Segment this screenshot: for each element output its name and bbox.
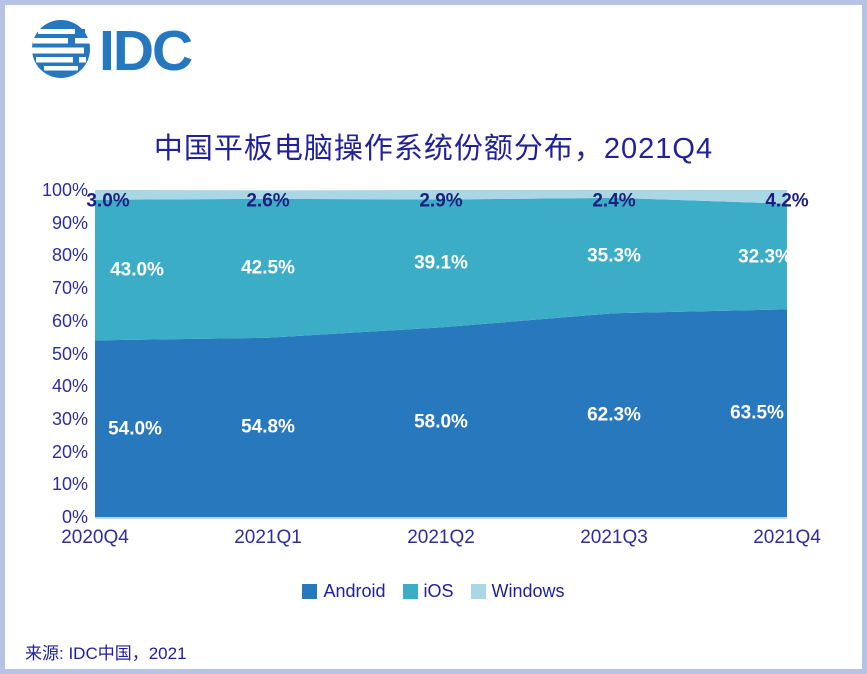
y-tick-30%: 30% [51, 408, 88, 429]
y-tick-80%: 80% [51, 245, 88, 266]
value-label-android-2021Q2: 58.0% [414, 411, 468, 433]
plot-area: 54.0% 54.8% 58.0% 62.3% 63.5% 43.0% 42.5% 39.1%… [86, 190, 809, 519]
stacked-area-svg [95, 190, 787, 517]
x-tick-2021Q3: 2021Q3 [580, 527, 648, 548]
value-label-android-2020Q4: 54.0% [108, 418, 162, 440]
y-tick-100%: 100% [41, 180, 88, 200]
value-label-windows-2021Q1: 2.6% [246, 190, 290, 212]
legend-swatch-android [302, 584, 318, 599]
value-label-ios-2020Q4: 43.0% [110, 259, 164, 281]
y-tick-20%: 20% [51, 441, 88, 462]
legend-item-windows: Windows [470, 581, 565, 602]
legend-swatch-windows [470, 584, 486, 599]
area-windows [95, 190, 787, 204]
value-label-windows-2020Q4: 3.0% [86, 190, 130, 212]
stacked-area-chart: 100% 90% 80% 70% 60% 50% 40% 30% 20% 10% 0% 54.0% 5… [5, 180, 862, 570]
value-label-android-2021Q3: 62.3% [587, 404, 641, 426]
y-tick-0%: 0% [61, 507, 88, 527]
value-label-android-2021Q4: 63.5% [730, 402, 784, 424]
y-tick-10%: 10% [51, 474, 88, 495]
y-tick-40%: 40% [51, 376, 88, 397]
legend-label-windows: Windows [491, 581, 565, 601]
idc-logo-text: IDC [99, 19, 193, 83]
value-label-ios-2021Q2: 39.1% [414, 252, 468, 274]
area-ios [95, 197, 787, 341]
x-tick-2021Q1: 2021Q1 [234, 527, 302, 548]
legend-item-ios: iOS [402, 581, 454, 602]
source-note: 来源: IDC中国，2021 [25, 644, 187, 663]
y-tick-90%: 90% [51, 212, 88, 233]
idc-globe-icon [32, 20, 90, 83]
legend-item-android: Android [302, 581, 386, 602]
x-tick-2021Q2: 2021Q2 [407, 527, 475, 548]
legend-label-android: Android [323, 581, 386, 601]
chart-title: 中国平板电脑操作系统份额分布，2021Q4 [153, 133, 714, 165]
value-label-ios-2021Q1: 42.5% [241, 257, 295, 279]
area-android [95, 309, 787, 517]
legend: Android iOS Windows [5, 581, 862, 602]
y-axis: 100% 90% 80% 70% 60% 50% 40% 30% 20% 10% 0% [5, 180, 88, 527]
x-tick-2020Q4: 2020Q4 [61, 527, 129, 548]
value-label-ios-2021Q4: 32.3% [738, 246, 792, 268]
value-label-windows-2021Q2: 2.9% [419, 190, 463, 212]
value-label-ios-2021Q3: 35.3% [587, 245, 641, 267]
y-tick-60%: 60% [51, 310, 88, 331]
y-tick-70%: 70% [51, 278, 88, 299]
x-tick-2021Q4: 2021Q4 [753, 527, 821, 548]
value-label-android-2021Q1: 54.8% [241, 416, 295, 438]
y-tick-50%: 50% [51, 343, 88, 364]
legend-swatch-ios [402, 584, 418, 599]
idc-logo: IDC [32, 19, 193, 83]
value-label-windows-2021Q4: 4.2% [765, 190, 809, 212]
legend-label-ios: iOS [423, 581, 454, 601]
value-label-windows-2021Q3: 2.4% [592, 190, 636, 212]
x-axis: 2020Q4 2021Q1 2021Q2 2021Q3 2021Q4 [5, 527, 862, 553]
